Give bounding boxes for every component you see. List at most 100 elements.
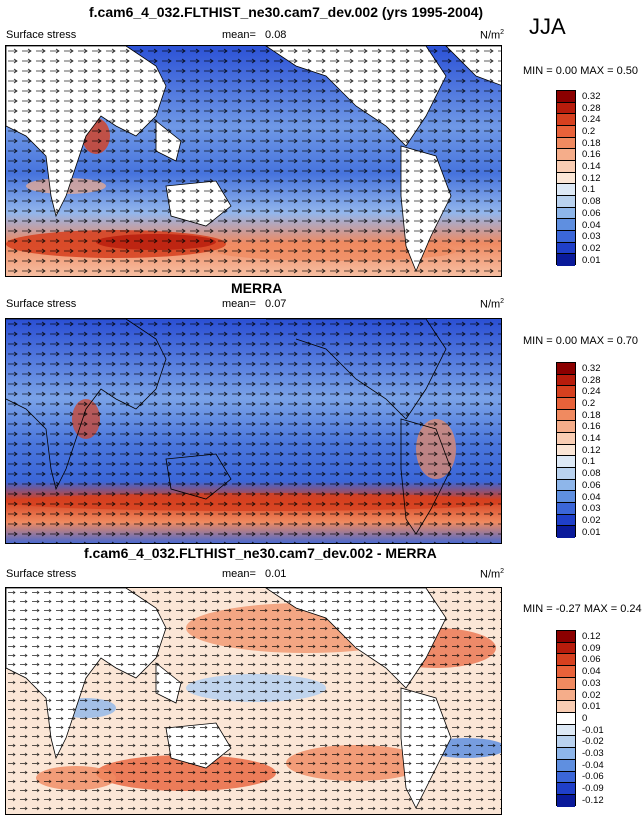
panel3-cbar-label: -0.04 <box>582 759 604 771</box>
panel2-mean-value: 0.07 <box>265 298 287 310</box>
panel1-colorbar-seg <box>557 242 575 255</box>
panel3-cbar-label: 0.02 <box>582 689 601 701</box>
panel2-cbar-label: 0.08 <box>582 468 601 480</box>
panel2-variable: Surface stress <box>6 298 77 310</box>
panel3-colorbar-seg <box>557 666 575 678</box>
panel3-colorbar-seg <box>557 677 575 690</box>
panel3-cbar-label: -0.06 <box>582 771 604 783</box>
panel3-colorbar-seg <box>557 689 575 702</box>
panel3-cbar-label: 0.12 <box>582 631 601 642</box>
panel3-colorbar-seg <box>557 654 575 667</box>
panel3-title: f.cam6_4_032.FLTHIST_ne30.cam7_dev.002 -… <box>84 545 437 561</box>
panel2-cbar-label: 0.04 <box>582 491 601 503</box>
panel1-colorbar-seg <box>557 137 575 150</box>
panel1-cbar-label: 0.28 <box>582 102 601 114</box>
panel3-cbar-label: -0.01 <box>582 724 604 736</box>
panel1-cbar-label: 0.24 <box>582 114 601 126</box>
panel3-variable: Surface stress <box>6 568 77 580</box>
panel2-colorbar-seg <box>557 526 575 538</box>
panel2-colorbar-seg <box>557 363 575 375</box>
panel2-colorbar-seg <box>557 491 575 503</box>
panel3-colorbar-seg <box>557 795 575 807</box>
panel1-colorbar-seg <box>557 219 575 231</box>
panel3-cbar-label: 0 <box>582 712 588 724</box>
panel1-colorbar-seg <box>557 149 575 161</box>
panel3-units: N/m2 <box>480 568 505 581</box>
panel3-colorbar-seg <box>557 771 575 784</box>
panel2-cbar-label: 0.28 <box>582 374 601 386</box>
panel2-colorbar-seg <box>557 409 575 422</box>
panel1-cbar-label: 0.06 <box>582 207 601 219</box>
panel2-cbar-label: 0.12 <box>582 444 601 456</box>
panel3-cbar-label: 0.01 <box>582 701 601 713</box>
panel1-cbar-label: 0.12 <box>582 172 601 184</box>
panel1-cbar-label: 0.04 <box>582 219 601 231</box>
panel1-variable: Surface stress <box>6 29 77 41</box>
panel2-cbar-label: 0.14 <box>582 433 601 444</box>
panel2-cbar-label: 0.24 <box>582 386 601 398</box>
panel3-cbar-label: 0.03 <box>582 677 601 689</box>
panel1-cbar-label: 0.03 <box>582 231 601 243</box>
panel1-cbar-label: 0.1 <box>582 184 596 196</box>
panel3-mean-value: 0.01 <box>265 568 287 580</box>
panel3-cbar-label: -0.03 <box>582 748 604 759</box>
panel2-cbar-label: 0.32 <box>582 363 601 374</box>
panel2-colorbar-seg <box>557 502 575 515</box>
panel3-map <box>5 587 502 815</box>
panel2-cbar-label: 0.2 <box>582 397 596 409</box>
panel2-cbar-label: 0.02 <box>582 514 601 526</box>
panel1-colorbar-seg <box>557 254 575 266</box>
panel3-cbar-label: -0.12 <box>582 794 604 806</box>
panel1-colorbar-seg <box>557 230 575 243</box>
panel1-colorbar-seg <box>557 160 575 173</box>
panel2-units: N/m2 <box>480 298 505 311</box>
panel3-cbar-label: -0.02 <box>582 736 604 748</box>
panel1-colorbar-seg <box>557 184 575 196</box>
panel1-mean-value: 0.08 <box>265 29 287 41</box>
panel3-colorbar <box>556 630 576 807</box>
panel1-cbar-label: 0.32 <box>582 91 601 102</box>
panel1-colorbar-seg <box>557 195 575 208</box>
panel2-cbar-label: 0.03 <box>582 503 601 515</box>
panel1-colorbar <box>556 90 576 266</box>
panel1-cbar-label: 0.18 <box>582 137 601 149</box>
panel3-cbar-label: 0.06 <box>582 654 601 666</box>
panel3-colorbar-seg <box>557 759 575 772</box>
panel3-colorbar-seg <box>557 631 575 643</box>
panel1-mean-label: mean= <box>222 29 256 41</box>
panel1-cbar-label: 0.08 <box>582 196 601 208</box>
panel2-colorbar-seg <box>557 467 575 480</box>
panel2-cbar-label: 0.01 <box>582 526 601 538</box>
panel2-colorbar-seg <box>557 456 575 468</box>
panel3-cbar-label: 0.09 <box>582 642 601 654</box>
panel2-colorbar <box>556 362 576 538</box>
panel3-mean: mean= 0.01 <box>222 568 286 580</box>
panel1-cbar-label: 0.01 <box>582 254 601 266</box>
panel1-colorbar-seg <box>557 207 575 220</box>
panel2-colorbar-seg <box>557 397 575 410</box>
panel3-colorbar-seg <box>557 783 575 796</box>
panel1-colorbar-seg <box>557 91 575 103</box>
panel2-map <box>5 318 502 544</box>
panel3-mean-label: mean= <box>222 568 256 580</box>
panel2-cbar-label: 0.1 <box>582 456 596 468</box>
panel1-cbar-label: 0.16 <box>582 149 601 161</box>
panel2-colorbar-seg <box>557 444 575 457</box>
panel1-colorbar-seg <box>557 172 575 185</box>
panel1-mean: mean= 0.08 <box>222 29 286 41</box>
panel1-colorbar-seg <box>557 102 575 115</box>
panel2-mean: mean= 0.07 <box>222 298 286 310</box>
panel1-title: f.cam6_4_032.FLTHIST_ne30.cam7_dev.002 (… <box>89 4 484 20</box>
panel3-colorbar-seg <box>557 748 575 760</box>
panel2-mean-label: mean= <box>222 298 256 310</box>
panel1-minmax: MIN = 0.00 MAX = 0.50 <box>523 65 639 77</box>
panel1-units: N/m2 <box>480 29 505 42</box>
panel1-cbar-label: 0.2 <box>582 125 596 137</box>
panel3-colorbar-seg <box>557 642 575 655</box>
panel2-colorbar-seg <box>557 421 575 433</box>
panel3-minmax: MIN = -0.27 MAX = 0.24 <box>523 603 642 615</box>
panel3-cbar-label: 0.04 <box>582 666 601 678</box>
panel2-colorbar-seg <box>557 374 575 387</box>
panel1-colorbar-seg <box>557 125 575 138</box>
panel2-colorbar-seg <box>557 514 575 527</box>
